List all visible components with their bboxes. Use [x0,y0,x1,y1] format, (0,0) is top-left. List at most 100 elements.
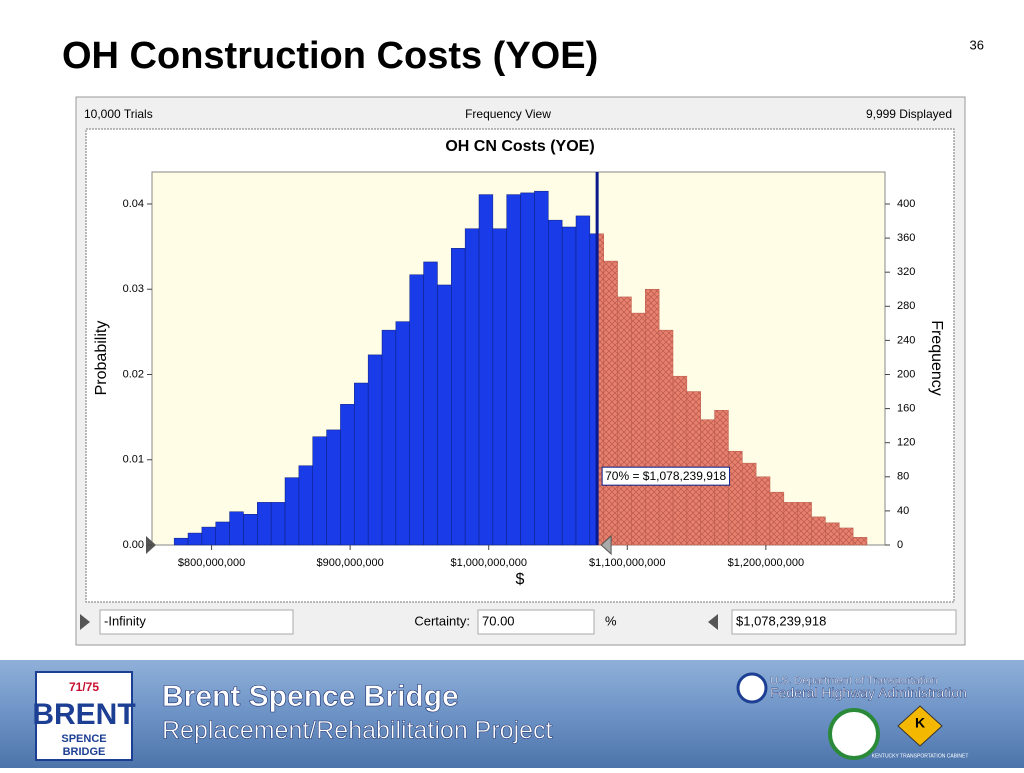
bar [187,532,203,546]
kytc-sign [897,705,943,747]
bar [783,502,798,546]
bar [284,477,300,546]
logo-spence: SPENCE [61,733,106,745]
y2-tick-label: 0 [897,539,903,551]
dot-text: U.S. Department of Transportation [770,675,938,687]
bar [381,329,397,546]
certainty-field[interactable] [477,609,595,635]
bar [257,502,272,546]
bar [534,190,549,546]
bar [811,516,826,546]
certainty-value: 70.00 [482,613,515,628]
x-tick-label: $1,000,000,000 [450,557,526,569]
bar [755,476,771,546]
y-tick-label: 0.00 [123,539,144,551]
footer-title: Brent Spence Bridge [162,680,459,713]
slide-title: OH Construction Costs (YOE) [62,35,598,77]
footer-subtitle: Replacement/Rehabilitation Project [162,717,553,745]
bar [852,537,868,546]
y2-tick-label: 200 [897,368,915,380]
bar [548,219,563,546]
bar [312,436,327,546]
bar [478,194,494,546]
left-value: -Infinity [104,613,146,628]
x-tick-label: $1,100,000,000 [589,557,665,569]
y2-tick-label: 80 [897,471,909,483]
bar [243,514,258,546]
bar [326,429,341,546]
kytc-k: K [915,715,925,731]
bar [769,491,785,546]
y-tick-label: 0.04 [123,198,144,210]
bar [506,194,521,546]
certainty-label: Certainty: [414,613,470,628]
page-number: 36 [970,37,984,52]
bar [367,354,383,546]
bar [797,502,812,546]
trials: 10,000 Trials [84,107,153,121]
bar [437,284,452,546]
bar [658,329,674,546]
bar [561,226,577,546]
y-axis-label: Probability [93,321,110,396]
left-field[interactable] [99,609,294,635]
bar [839,527,854,546]
view-name: Frequency View [465,107,551,121]
bar [464,228,480,546]
y2-tick-label: 320 [897,266,915,278]
bar [451,248,466,546]
ohio-seal [828,708,880,760]
bar [423,261,438,546]
bar [340,404,355,546]
bar [492,228,507,546]
right-grabber [600,534,612,556]
bar [395,321,410,546]
logo-shield: 71/75 [69,680,99,694]
bar [825,522,840,546]
bar [201,526,216,546]
x-tick-label: $900,000,000 [316,557,383,569]
bar [215,521,230,546]
y2-tick-label: 160 [897,402,915,414]
y-tick-label: 0.02 [123,368,144,380]
chart-title: OH CN Costs (YOE) [445,138,594,155]
y2-tick-label: 280 [897,300,915,312]
bar [728,450,743,546]
y-tick-label: 0.03 [123,283,144,295]
y2-tick-label: 360 [897,232,915,244]
percent-sign: % [605,613,617,628]
right-arrow[interactable] [708,614,718,630]
x-tick-label: $1,200,000,000 [728,557,804,569]
bar [298,465,313,546]
right-value: $1,078,239,918 [736,613,826,628]
bar [617,296,632,546]
fhwa-text: Federal Highway Administration [770,685,967,701]
bar [575,215,591,546]
bar [520,192,535,546]
logo-bridge: BRIDGE [63,746,106,758]
bar [229,511,244,546]
right-field[interactable] [731,609,957,635]
bar [409,274,424,546]
left-arrow[interactable] [80,614,90,630]
y2-axis-label: Frequency [928,320,945,396]
bar [603,260,618,546]
y2-tick-label: 240 [897,334,915,346]
y2-tick-label: 120 [897,437,915,449]
y-tick-label: 0.01 [123,454,144,466]
bar [354,382,369,546]
displayed: 9,999 Displayed [866,107,952,121]
bar [645,288,660,546]
bar [631,312,646,546]
y2-tick-label: 40 [897,505,909,517]
y2-tick-label: 400 [897,198,915,210]
x-axis-label: $ [516,571,525,588]
bridge-logo [35,671,133,761]
bar [270,502,286,546]
dot-logo [736,672,768,704]
x-tick-label: $800,000,000 [178,557,245,569]
bar [173,537,189,546]
kytc-text: KENTUCKY TRANSPORTATION CABINET [872,753,969,759]
